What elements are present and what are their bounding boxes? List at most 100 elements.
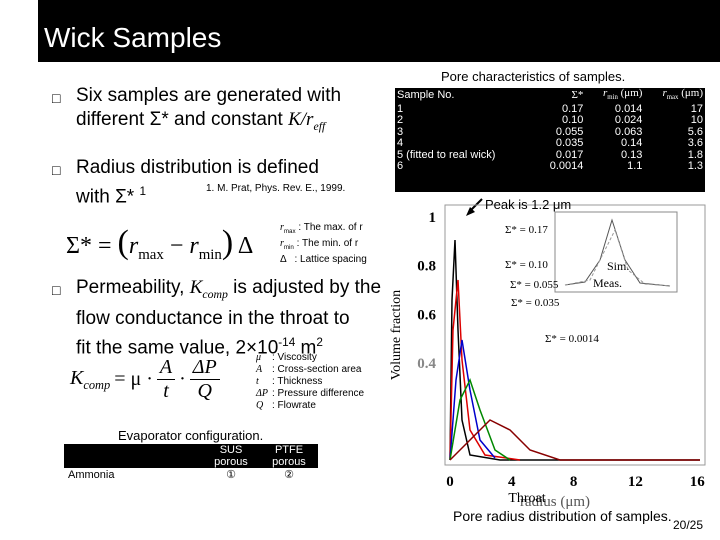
- desc: : The min. of r: [296, 238, 359, 249]
- legend-label: Σ* = 0.10: [505, 259, 548, 271]
- bullet-line: different Σ* and constant K/reff: [76, 108, 341, 139]
- desc: : Viscosity: [272, 352, 317, 363]
- cell: Ammonia: [68, 468, 115, 481]
- evaporator-table: SUS porous PTFE porous Ammonia ① ②: [64, 444, 318, 481]
- desc: : Pressure difference: [272, 388, 365, 399]
- x-tick-label: 0: [446, 474, 454, 490]
- bullet: Six samples are generated with different…: [76, 84, 341, 139]
- legend-label: Σ* = 0.17: [505, 224, 548, 236]
- equation: Σ* = (rmax − rmin) Δ: [66, 224, 253, 264]
- bullet: Permeability, Kcomp is adjusted by the f…: [76, 276, 381, 360]
- cell: 17: [690, 102, 703, 115]
- bullet-box: □: [52, 162, 61, 178]
- text: SUS: [219, 444, 243, 456]
- bullet-line: with Σ* 1: [76, 180, 319, 209]
- text: PTFE: [274, 444, 304, 456]
- cell: 0.055: [555, 125, 584, 138]
- desc: : Thickness: [272, 376, 323, 387]
- cell: 5 (fitted to real wick): [397, 148, 496, 161]
- cell: 5.6: [687, 125, 703, 138]
- subscript: max: [138, 246, 164, 263]
- curve: [449, 419, 700, 461]
- denominator: Q: [197, 380, 212, 402]
- superscript: 2: [316, 335, 323, 349]
- text: m: [295, 337, 317, 359]
- inset: [554, 211, 678, 293]
- cell: SUS porous: [202, 444, 260, 468]
- bullet-line: fit the same value, 2×10-14 m2: [76, 331, 381, 360]
- text: Permeability,: [76, 277, 190, 298]
- x-tick-label: 8: [570, 474, 578, 490]
- curve: [449, 378, 511, 461]
- cell: 0.063: [614, 125, 643, 138]
- symbol: r: [128, 233, 139, 259]
- y-tick-label: 1: [429, 210, 437, 226]
- table-title: Pore characteristics of samples.: [441, 69, 626, 84]
- bullet-line: Radius distribution is defined: [76, 157, 319, 178]
- text: Σ*: [571, 89, 584, 102]
- desc: : The max. of r: [298, 222, 363, 233]
- bullet-line: flow conductance in the throat to: [76, 307, 350, 329]
- bullet-box: □: [52, 90, 61, 106]
- numerator: A: [156, 356, 176, 380]
- definition: Δ : Lattice spacing: [280, 254, 367, 266]
- operator: = μ ·: [114, 368, 153, 390]
- subscript: min: [607, 94, 618, 102]
- header-cell: rmin (μm): [585, 87, 644, 104]
- cell: 2: [397, 114, 404, 127]
- symbol: K: [189, 277, 203, 298]
- cell: ②: [284, 469, 294, 481]
- desc: : Cross-section area: [272, 364, 362, 375]
- symbol: ΔP: [256, 388, 268, 399]
- title-bar: [38, 0, 720, 62]
- unit: (μm): [617, 87, 643, 99]
- x-axis-label: radius (μm): [520, 494, 590, 510]
- header-row: Sample No. Σ* rmin (μm) rmax (μm): [395, 87, 705, 104]
- symbol: r: [603, 87, 608, 99]
- text: porous: [214, 456, 248, 468]
- text: porous: [272, 456, 306, 468]
- cell: 1.8: [687, 148, 703, 161]
- inset-curve: [564, 228, 671, 287]
- y-tick-label: 0.8: [417, 259, 436, 275]
- cell: 0.035: [555, 137, 584, 150]
- definition: ΔP : Pressure difference: [256, 388, 364, 400]
- numerator: ΔP: [189, 356, 220, 380]
- symbol: K: [70, 366, 84, 389]
- cell: 0.014: [614, 102, 643, 115]
- cell: ①: [226, 469, 236, 481]
- row: 1 0.17 0.014 17: [395, 102, 705, 116]
- page-number: 20/25: [673, 518, 704, 532]
- cell: 10: [690, 114, 703, 127]
- desc: : Flowrate: [272, 400, 316, 411]
- operator: ·: [179, 368, 186, 390]
- definitions: rmax : The max. of r rmin : The min. of …: [280, 222, 367, 266]
- denominator: t: [163, 380, 169, 402]
- cell: 0.017: [555, 148, 584, 161]
- cell: 0.024: [614, 114, 643, 127]
- row: 3 0.055 0.063 5.6: [395, 125, 705, 139]
- eq-lhs: Σ* =: [66, 233, 112, 259]
- x-tick-label: 12: [628, 474, 643, 490]
- cell: 1.1: [627, 160, 643, 173]
- curve: [449, 279, 521, 461]
- legend-label: Σ* = 0.035: [511, 297, 560, 309]
- arrow-head: [466, 207, 475, 216]
- cell: 4: [397, 137, 404, 150]
- slide-title: Wick Samples: [44, 22, 222, 53]
- subscript: max: [283, 228, 296, 235]
- header-row: SUS porous PTFE porous: [64, 444, 318, 468]
- cell: 3.6: [687, 137, 703, 150]
- superscript: -14: [278, 335, 296, 349]
- definition: Q: Flowrate: [256, 400, 364, 412]
- header-cell: Sample No.: [395, 88, 534, 104]
- inset-curve: [564, 218, 671, 287]
- plot-frame: [444, 204, 706, 466]
- symbol: r: [280, 238, 284, 249]
- annotation: Peak is 1.2 μm: [485, 197, 572, 212]
- figure-caption: Pore radius distribution of samples.: [453, 508, 672, 524]
